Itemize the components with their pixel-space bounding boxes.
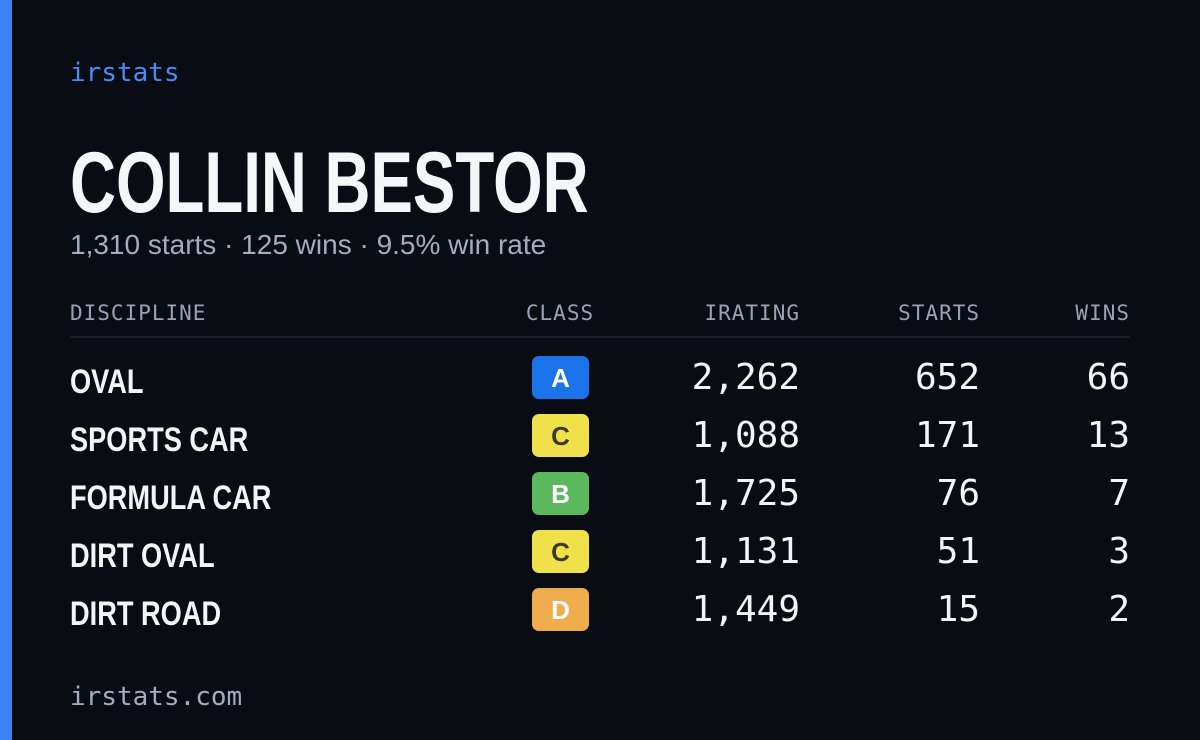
discipline-name: DIRT OVAL xyxy=(70,537,215,575)
header-class: CLASS xyxy=(525,301,595,325)
starts-value: 76 xyxy=(936,473,980,514)
player-summary: 1,310 starts · 125 wins · 9.5% win rate xyxy=(70,229,547,260)
irating-value: 1,725 xyxy=(691,473,800,514)
discipline-name: DIRT ROAD xyxy=(70,595,222,633)
wins-value: 7 xyxy=(1108,473,1130,514)
irating-value: 1,449 xyxy=(691,589,800,630)
table-row: SPORTS CAR C 1,088 171 13 xyxy=(70,410,1130,468)
class-badge: D xyxy=(532,588,589,631)
footer-url: irstats.com xyxy=(70,682,243,712)
irating-value: 1,131 xyxy=(691,531,800,572)
table-row: OVAL A 2,262 652 66 xyxy=(70,352,1130,410)
wins-value: 3 xyxy=(1108,531,1130,572)
brand-logo: irstats xyxy=(70,58,180,88)
starts-value: 51 xyxy=(936,531,980,572)
starts-value: 171 xyxy=(914,415,980,456)
table-header: DISCIPLINE CLASS IRATING STARTS WINS xyxy=(70,296,1130,338)
header-discipline: DISCIPLINE xyxy=(70,301,207,325)
class-badge: C xyxy=(532,530,589,573)
starts-value: 15 xyxy=(936,589,980,630)
wins-value: 13 xyxy=(1086,415,1130,456)
header-irating: IRATING xyxy=(704,301,800,325)
table-row: FORMULA CAR B 1,725 76 7 xyxy=(70,468,1130,526)
class-badge: A xyxy=(532,356,589,399)
discipline-name: OVAL xyxy=(70,363,144,401)
accent-bar xyxy=(0,0,12,740)
class-badge: B xyxy=(532,472,589,515)
player-name: COLLIN BESTOR xyxy=(70,135,589,231)
wins-value: 2 xyxy=(1108,589,1130,630)
discipline-name: FORMULA CAR xyxy=(70,479,272,517)
starts-value: 652 xyxy=(914,357,980,398)
irating-value: 1,088 xyxy=(691,415,800,456)
header-starts: STARTS xyxy=(898,301,980,325)
stats-table: DISCIPLINE CLASS IRATING STARTS WINS OVA… xyxy=(70,296,1130,642)
wins-value: 66 xyxy=(1086,357,1130,398)
class-badge: C xyxy=(532,414,589,457)
discipline-name: SPORTS CAR xyxy=(70,421,249,459)
table-body: OVAL A 2,262 652 66 SPORTS CAR C 1,088 1… xyxy=(70,352,1130,642)
table-row: DIRT ROAD D 1,449 15 2 xyxy=(70,584,1130,642)
header-wins: WINS xyxy=(1075,301,1130,325)
irating-value: 2,262 xyxy=(691,357,800,398)
table-row: DIRT OVAL C 1,131 51 3 xyxy=(70,526,1130,584)
